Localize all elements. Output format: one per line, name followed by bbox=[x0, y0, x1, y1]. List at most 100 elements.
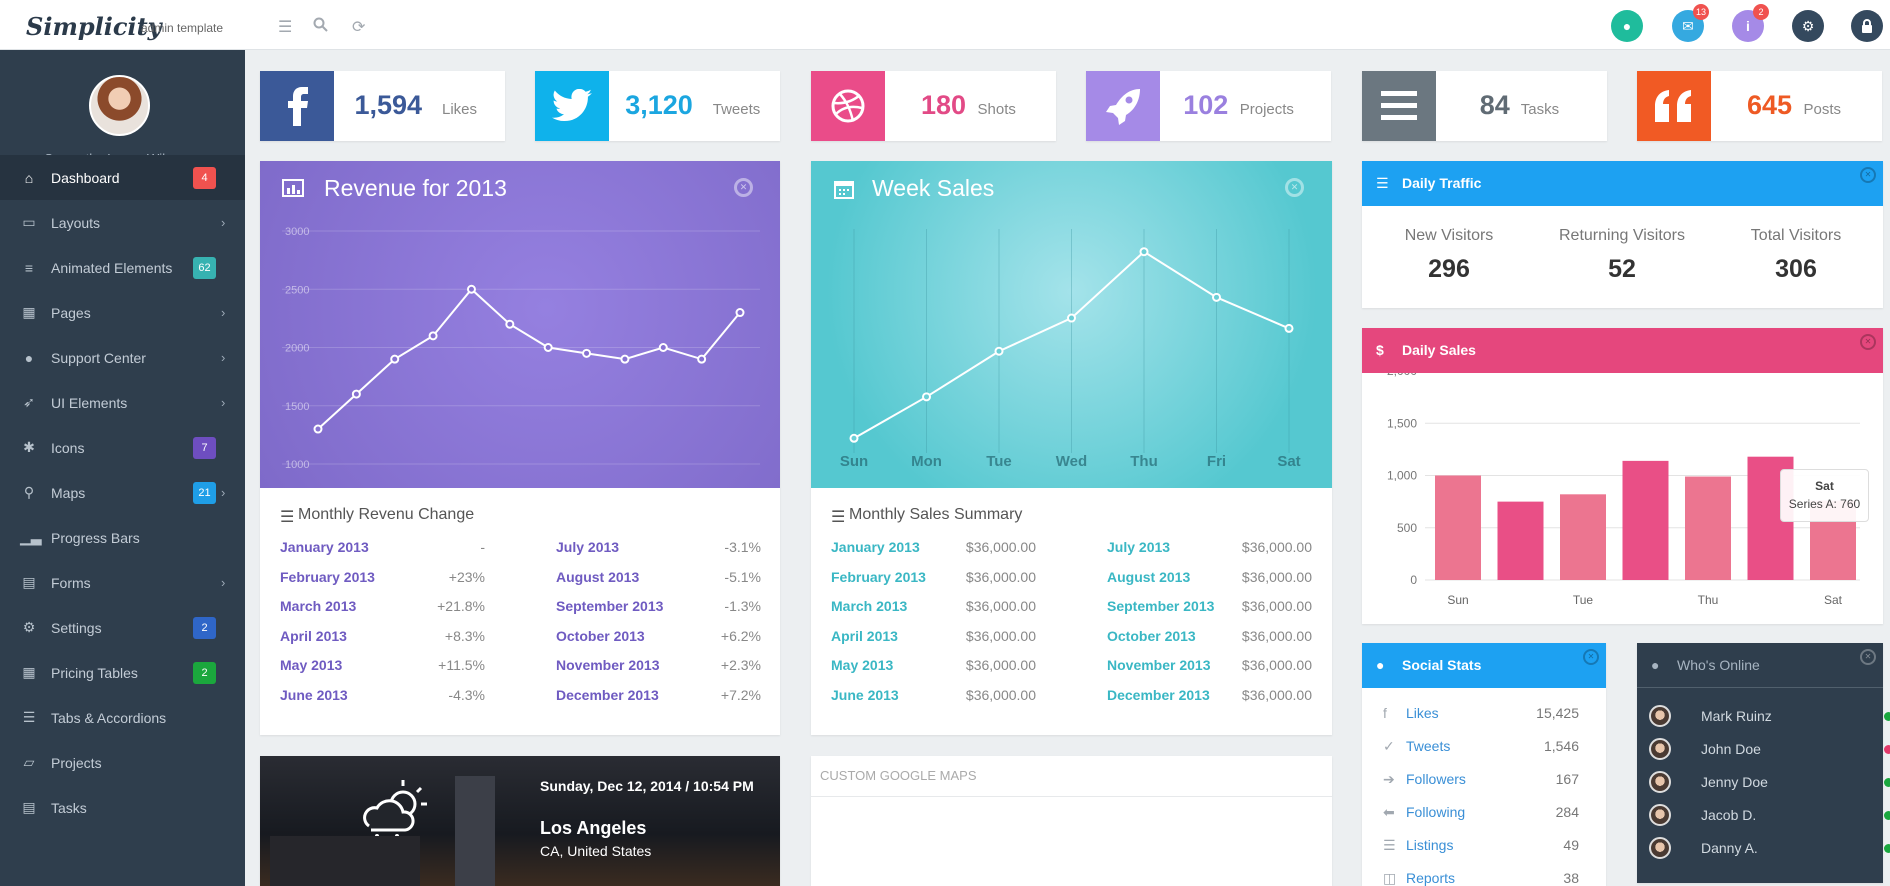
month-link[interactable]: November 2013 bbox=[556, 657, 660, 673]
month-link[interactable]: November 2013 bbox=[1107, 657, 1211, 673]
month-link[interactable]: October 2013 bbox=[556, 627, 645, 644]
social-label: Following bbox=[1406, 804, 1466, 820]
month-value: $36,000.00 bbox=[1241, 568, 1312, 585]
stat-card-shots[interactable]: 180 Shots bbox=[811, 71, 1056, 141]
maps-title: CUSTOM GOOGLE MAPS bbox=[820, 768, 977, 783]
sidebar-item-support-center[interactable]: ● Support Center › bbox=[0, 335, 245, 380]
month-link[interactable]: October 2013 bbox=[1107, 627, 1196, 644]
month-link[interactable]: June 2013 bbox=[280, 686, 348, 703]
online-user-name: Danny A. bbox=[1701, 840, 1758, 856]
month-link[interactable]: December 2013 bbox=[556, 686, 659, 703]
close-icon[interactable]: ✕ bbox=[1860, 649, 1876, 665]
social-row[interactable]: ✓ Tweets 1,546 bbox=[1383, 738, 1579, 771]
month-link[interactable]: February 2013 bbox=[280, 568, 375, 585]
stat-label: Tasks bbox=[1520, 101, 1560, 118]
sidebar-item-pages[interactable]: ▦ Pages › bbox=[0, 290, 245, 335]
stat-card-likes[interactable]: 1,594 Likes bbox=[260, 71, 505, 141]
social-row[interactable]: ☰ Listings 49 bbox=[1383, 837, 1579, 870]
month-link[interactable]: March 2013 bbox=[831, 598, 908, 614]
stat-card-projects[interactable]: 102 Projects bbox=[1086, 71, 1331, 141]
facebook-icon bbox=[260, 71, 334, 141]
sidebar-item-tabs-accordions[interactable]: ☰ Tabs & Accordions bbox=[0, 695, 245, 740]
month-link[interactable]: May 2013 bbox=[831, 657, 894, 673]
messages-button[interactable]: ✉ 13 bbox=[1672, 4, 1709, 42]
sidebar-item-dashboard[interactable]: ⌂ Dashboard 4 bbox=[0, 155, 245, 200]
sidebar-item-animated-elements[interactable]: ≡ Animated Elements 62 bbox=[0, 245, 245, 290]
month-link[interactable]: March 2013 bbox=[280, 598, 357, 614]
avatar[interactable] bbox=[89, 75, 150, 136]
avatar bbox=[1649, 738, 1671, 760]
month-link[interactable]: August 2013 bbox=[556, 568, 640, 585]
online-user[interactable]: Danny A. bbox=[1649, 831, 1890, 864]
search-icon[interactable] bbox=[313, 17, 328, 37]
month-link[interactable]: December 2013 bbox=[1107, 686, 1210, 703]
online-user[interactable]: Jenny Doe bbox=[1649, 765, 1890, 798]
social-row[interactable]: f Likes 15,425 bbox=[1383, 705, 1579, 738]
social-row[interactable]: ➔ Followers 167 bbox=[1383, 771, 1579, 804]
data-point bbox=[543, 343, 553, 352]
menu-toggle-icon[interactable]: ☰ bbox=[278, 19, 293, 36]
month-value: -4.3% bbox=[448, 686, 485, 703]
sidebar-item-forms[interactable]: ▤ Forms › bbox=[0, 560, 245, 605]
sidebar-item-settings[interactable]: ⚙ Settings 2 bbox=[0, 605, 245, 650]
month-value: $36,000.00 bbox=[965, 627, 1036, 644]
sidebar-item-tasks[interactable]: ▤ Tasks bbox=[0, 785, 245, 830]
sidebar-item-label: Forms bbox=[51, 574, 91, 591]
close-icon[interactable]: ✕ bbox=[734, 178, 753, 197]
settings-button[interactable]: ⚙ bbox=[1792, 10, 1824, 42]
month-link[interactable]: April 2013 bbox=[831, 627, 898, 644]
sidebar-item-icons[interactable]: ✱ Icons 7 bbox=[0, 425, 245, 470]
chart-tooltip: Sat Series A: 760 bbox=[1780, 469, 1869, 522]
month-link[interactable]: July 2013 bbox=[1107, 539, 1171, 555]
online-user[interactable]: Jacob D. bbox=[1649, 798, 1890, 831]
stat-value: 645 bbox=[1747, 90, 1793, 120]
month-link[interactable]: May 2013 bbox=[280, 657, 343, 673]
y-tick-label: 500 bbox=[1397, 521, 1417, 535]
close-icon[interactable]: ✕ bbox=[1285, 178, 1304, 197]
sidebar-item-label: Animated Elements bbox=[51, 259, 173, 276]
data-point bbox=[697, 354, 707, 364]
month-link[interactable]: August 2013 bbox=[1107, 568, 1191, 585]
month-value: +7.2% bbox=[720, 686, 761, 703]
close-icon[interactable]: ✕ bbox=[1860, 334, 1876, 350]
profile-button[interactable]: ● bbox=[1611, 10, 1643, 42]
month-link[interactable]: September 2013 bbox=[556, 598, 664, 614]
traffic-label: New Visitors bbox=[1404, 227, 1494, 244]
online-user[interactable]: Mark Ruinz bbox=[1649, 699, 1890, 732]
stat-card-tweets[interactable]: 3,120 Tweets bbox=[535, 71, 780, 141]
weather-widget: Sunday, Dec 12, 2014 / 10:54 PM Los Ange… bbox=[260, 756, 780, 886]
month-link[interactable]: January 2013 bbox=[280, 539, 369, 555]
month-link[interactable]: February 2013 bbox=[831, 568, 926, 585]
sidebar-item-projects[interactable]: ▱ Projects bbox=[0, 740, 245, 785]
week-line-chart: Sun Mon Tue Wed Thu Fri Sat bbox=[840, 229, 1301, 470]
sidebar-item-layouts[interactable]: ▭ Layouts › bbox=[0, 200, 245, 245]
sidebar-item-pricing-tables[interactable]: ▦ Pricing Tables 2 bbox=[0, 650, 245, 695]
social-row[interactable]: ⬅ Following 284 bbox=[1383, 804, 1579, 837]
month-link[interactable]: April 2013 bbox=[280, 627, 347, 644]
refresh-icon[interactable]: ⟳ bbox=[352, 19, 366, 36]
lock-button[interactable] bbox=[1851, 10, 1883, 42]
stat-card-posts[interactable]: 645 Posts bbox=[1637, 71, 1882, 141]
month-link[interactable]: January 2013 bbox=[831, 539, 920, 555]
close-icon[interactable]: ✕ bbox=[1583, 649, 1599, 665]
month-link[interactable]: June 2013 bbox=[831, 686, 899, 703]
sidebar-item-progress-bars[interactable]: ▁▃ Progress Bars bbox=[0, 515, 245, 560]
month-value: $36,000.00 bbox=[1241, 539, 1312, 555]
sidebar-item-label: Maps bbox=[51, 484, 86, 501]
grid-icon: ▦ bbox=[22, 304, 36, 320]
sidebar-item-ui-elements[interactable]: ➶ UI Elements › bbox=[0, 380, 245, 425]
social-row[interactable]: ◫ Reports 38 bbox=[1383, 870, 1579, 886]
month-link[interactable]: September 2013 bbox=[1107, 598, 1215, 614]
whos-online-title: Who's Online bbox=[1677, 657, 1760, 673]
sidebar-item-maps[interactable]: ⚲ Maps 21 › bbox=[0, 470, 245, 515]
maps-panel: CUSTOM GOOGLE MAPS bbox=[811, 756, 1332, 886]
month-link[interactable]: July 2013 bbox=[556, 539, 620, 555]
close-icon[interactable]: ✕ bbox=[1860, 167, 1876, 183]
online-user[interactable]: John Doe bbox=[1649, 732, 1890, 765]
sidebar-badge: 62 bbox=[193, 256, 216, 279]
x-tick-label: Fri bbox=[1207, 453, 1226, 470]
stat-card-tasks[interactable]: 84 Tasks bbox=[1362, 71, 1607, 141]
messages-badge: 13 bbox=[1692, 4, 1709, 20]
monitor-icon: ▭ bbox=[22, 214, 36, 230]
